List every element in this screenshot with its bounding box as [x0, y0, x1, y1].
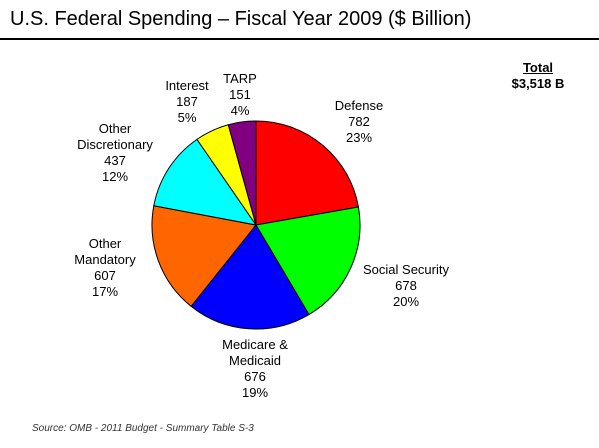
slice-label-name: Medicaid: [229, 353, 281, 368]
slice-label-tarp: TARP 151 4%: [223, 71, 257, 118]
slice-label-name: Mandatory: [74, 252, 136, 267]
pie-labels: Defense 782 23% Social Security 678 20% Medica…: [74, 71, 449, 400]
slice-label-social-security: Social Security 678 20%: [363, 262, 449, 309]
slice-label-value: 676: [244, 369, 266, 384]
pie-slices: [151, 120, 361, 330]
total-box: Total $3,518 B: [496, 60, 580, 92]
slice-label-name: Discretionary: [77, 137, 153, 152]
slice-label-percent: 4%: [231, 103, 250, 118]
total-value: $3,518 B: [511, 76, 565, 91]
slice-label-other-mandatory: Other Mandatory 607 17%: [74, 236, 136, 299]
slice-label-medicare-medicaid: Medicare & Medicaid 676 19%: [222, 337, 288, 400]
slice-label-interest: Interest 187 5%: [165, 78, 209, 125]
slice-label-value: 607: [94, 268, 116, 283]
slice-label-name: Interest: [165, 78, 209, 93]
slice-label-name: Defense: [335, 98, 383, 113]
pie-slice-defense: [255, 120, 360, 226]
slice-label-other-discretionary: Other Discretionary 437 12%: [77, 121, 153, 184]
slice-label-value: 437: [104, 153, 126, 168]
slice-label-percent: 23%: [346, 130, 372, 145]
pie-slice-other-mandatory: [151, 205, 257, 308]
source-note: Source: OMB - 2011 Budget - Summary Tabl…: [32, 423, 254, 434]
slice-label-name: TARP: [223, 71, 257, 86]
slice-label-name: Medicare &: [222, 337, 288, 352]
slice-label-name: Social Security: [363, 262, 449, 277]
slice-label-name: Other: [89, 236, 122, 251]
slice-label-percent: 12%: [102, 169, 128, 184]
slice-label-percent: 17%: [92, 284, 118, 299]
slice-label-percent: 20%: [393, 294, 419, 309]
slice-label-value: 678: [395, 278, 417, 293]
pie-slice-tarp: [227, 120, 257, 226]
slice-label-value: 151: [229, 87, 251, 102]
slice-label-name: Other: [99, 121, 132, 136]
slice-label-value: 782: [348, 114, 370, 129]
title-rule: [0, 38, 599, 40]
pie-slice-other-discretionary: [153, 138, 258, 226]
total-label: Total: [522, 60, 554, 75]
chart-title: U.S. Federal Spending – Fiscal Year 2009…: [10, 8, 472, 30]
pie-slice-medicare-medicaid: [190, 224, 310, 330]
slice-label-percent: 19%: [242, 385, 268, 400]
pie-slice-social-security: [255, 206, 361, 316]
slice-label-defense: Defense 782 23%: [335, 98, 383, 145]
slice-label-percent: 5%: [178, 110, 197, 125]
slice-label-value: 187: [176, 94, 198, 109]
